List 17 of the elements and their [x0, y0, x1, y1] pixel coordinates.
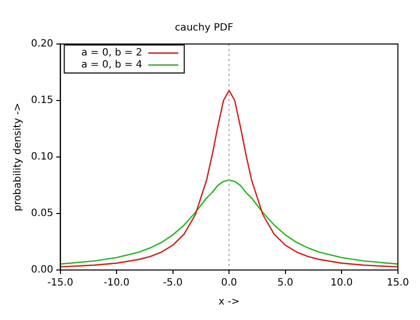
x-axis-title: x ->	[218, 296, 240, 308]
chart-title: cauchy PDF	[174, 22, 234, 34]
x-tick-label: 10.0	[330, 278, 353, 289]
y-tick-label: 0.15	[31, 95, 54, 106]
y-tick-label: 0.00	[31, 264, 54, 276]
legend-label: a = 0, b = 4	[81, 60, 142, 71]
x-tick-label: 15.0	[386, 278, 409, 289]
x-tick-label: 0.0	[221, 278, 238, 289]
y-tick-label: 0.20	[31, 38, 54, 50]
y-axis-title: probability density ->	[12, 102, 24, 212]
x-tick-label: -15.0	[47, 278, 74, 289]
x-tick-label: 5.0	[277, 278, 294, 289]
x-tick-label: -5.0	[163, 278, 183, 289]
x-tick-label: -10.0	[104, 278, 130, 289]
legend-label: a = 0, b = 2	[81, 48, 142, 59]
y-tick-label: 0.10	[31, 152, 54, 163]
y-tick-label: 0.05	[31, 208, 54, 220]
